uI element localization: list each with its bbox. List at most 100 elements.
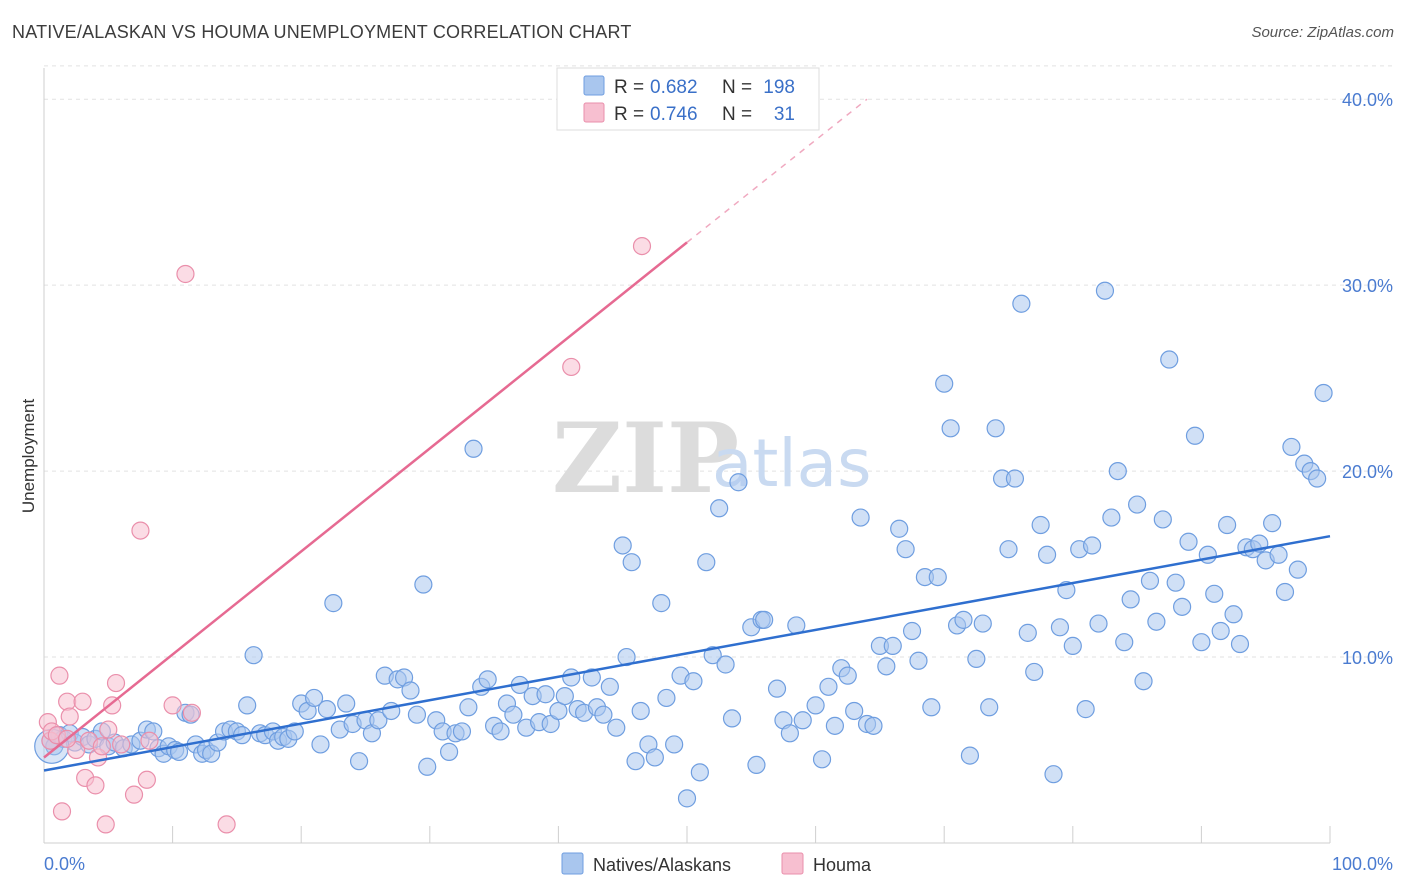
natives-point-83 [555,686,574,706]
natives-point-166 [1095,281,1115,300]
natives-point-104 [684,672,703,691]
natives-point-107 [703,646,722,665]
natives-point-118 [780,724,799,743]
natives-point-95 [626,752,645,771]
natives-point-159 [1050,618,1070,637]
natives-point-179 [1179,532,1198,551]
natives-point-181 [1192,633,1211,652]
natives-point-183 [1205,584,1224,603]
series-legend: Natives/Alaskans Houma [561,852,872,875]
natives-point-194 [1275,582,1295,602]
legend-n-value-1: 31 [774,104,795,125]
houma-point-14 [92,737,111,756]
natives-point-137 [909,651,928,670]
natives-point-100 [657,688,676,708]
natives-point-192 [1263,514,1282,533]
grid-lines [44,65,1394,658]
chart-title: NATIVE/ALASKAN VS HOUMA UNEMPLOYMENT COR… [12,22,632,42]
natives-point-65 [439,742,459,761]
natives-point-122 [812,750,832,769]
houma-point-18 [106,673,126,693]
natives-point-128 [851,508,870,527]
natives-point-54 [369,711,388,730]
natives-point-147 [973,614,992,633]
natives-point-46 [317,700,337,719]
natives-point-185 [1218,515,1237,535]
houma-point-22 [137,770,156,789]
bottom-legend-label-natives: Natives/Alaskans [593,855,731,875]
natives-point-73 [491,722,510,741]
natives-point-105 [690,763,709,782]
natives-point-176 [1160,350,1179,369]
trend-lines [43,98,1331,772]
natives-point-199 [1308,469,1327,488]
natives-point-151 [999,540,1018,559]
houma-point-9 [73,692,92,711]
natives-point-33 [238,696,257,715]
natives-point-146 [967,649,986,669]
axes [43,68,1331,844]
natives-point-163 [1076,700,1095,719]
natives-point-67 [452,722,472,741]
natives-point-130 [864,716,883,735]
natives-point-115 [755,610,774,629]
natives-point-99 [652,594,671,613]
houma-point-27 [217,815,236,834]
y-tick-labels: 10.0% 20.0% 30.0% 40.0% [1342,90,1393,668]
houma-point-7 [60,707,79,726]
natives-point-168 [1108,461,1127,481]
houma-point-24 [163,696,182,715]
houma-point-17 [103,696,122,715]
natives-point-41 [285,722,304,741]
houma-point-29 [632,236,652,256]
natives-point-186 [1224,605,1243,624]
natives-point-94 [622,553,641,572]
houma-point-26 [182,703,201,722]
natives-point-49 [337,694,356,713]
natives-point-144 [954,610,973,629]
natives-point-116 [767,679,787,698]
natives-point-34 [244,646,263,665]
natives-point-158 [1044,765,1063,784]
x-tick-label-end: 100.0% [1332,854,1393,874]
trend-line-houma [43,241,688,759]
natives-point-142 [941,419,960,438]
trend-line-houma-extension [686,98,868,243]
natives-point-174 [1147,612,1166,631]
bottom-legend-swatch-natives [561,852,584,875]
natives-point-132 [877,657,896,676]
natives-point-75 [504,705,523,724]
natives-point-123 [819,677,838,696]
natives-point-193 [1269,545,1288,564]
natives-point-61 [414,575,433,594]
natives-point-120 [793,711,812,730]
natives-point-154 [1018,623,1037,642]
natives-point-44 [304,688,324,708]
watermark-zip: ZIP [552,402,739,515]
natives-point-109 [716,655,735,674]
x-tick-labels: 0.0% 100.0% [44,854,1393,874]
houma-point-16 [99,720,118,739]
bottom-legend-label-houma: Houma [813,855,872,875]
houma-point-21 [131,521,150,540]
legend-n-label-1: N = [722,104,752,125]
natives-point-113 [747,755,766,775]
natives-point-200 [1314,383,1333,403]
natives-point-87 [582,668,601,687]
natives-point-90 [600,677,619,696]
natives-point-108 [710,499,729,518]
natives-point-157 [1037,545,1057,564]
houma-point-6 [58,692,77,711]
natives-point-80 [536,685,555,704]
natives-point-187 [1230,634,1250,654]
natives-point-134 [890,519,909,538]
natives-point-89 [594,705,613,724]
natives-point-196 [1288,560,1307,579]
natives-point-84 [562,668,581,687]
natives-point-59 [401,681,420,700]
natives-point-47 [324,594,343,613]
houma-point-5 [52,802,72,821]
natives-point-169 [1115,633,1134,652]
natives-point-180 [1185,426,1205,445]
natives-point-126 [838,666,857,685]
